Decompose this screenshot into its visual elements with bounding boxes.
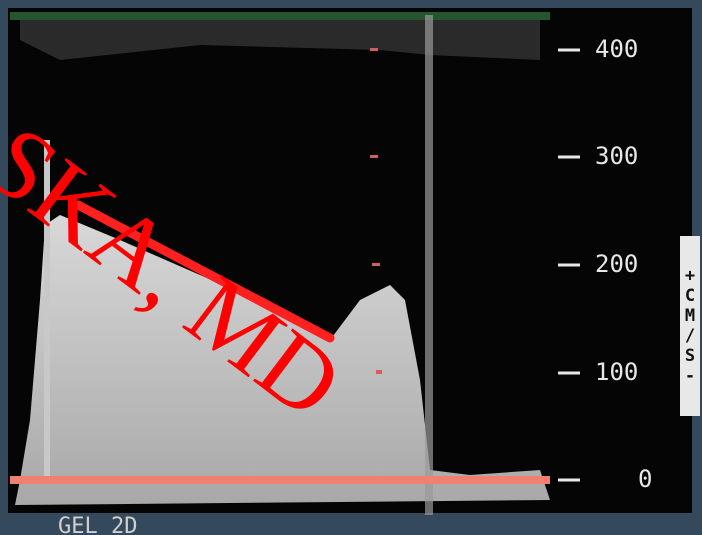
top-band xyxy=(10,12,550,20)
scale-label: 300 xyxy=(595,142,638,170)
artifact-line xyxy=(425,15,433,515)
scale-label: 0 xyxy=(638,465,652,493)
display: 400 300 200 100 0 GEL 2D SKA, MD xyxy=(0,0,702,535)
scale-label: 100 xyxy=(595,358,638,386)
mode-label: GEL 2D xyxy=(58,514,137,535)
doppler-screen: 400 300 200 100 0 GEL 2D SKA, MD +CM/S- xyxy=(0,0,702,535)
scale-label: 200 xyxy=(595,250,638,278)
baseline xyxy=(10,476,550,484)
scale-label: 400 xyxy=(595,35,638,63)
unit-label: +CM/S- xyxy=(680,236,700,416)
